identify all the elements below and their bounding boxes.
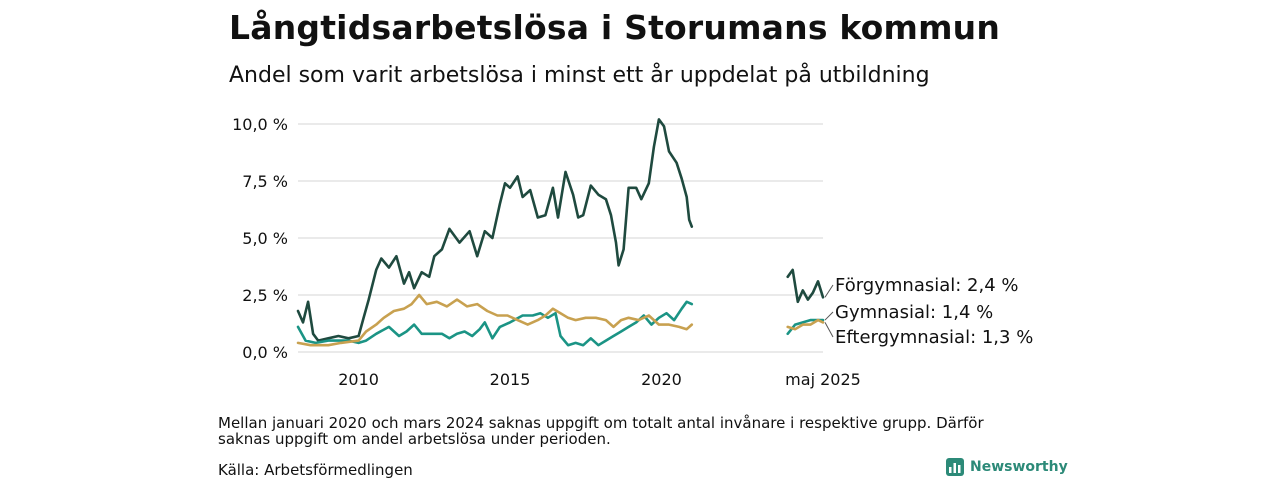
x-tick-label: 2020 <box>641 370 682 389</box>
chart-note: Mellan januari 2020 och mars 2024 saknas… <box>218 414 984 448</box>
end-label-1: Gymnasial: 1,4 % <box>835 302 993 323</box>
source-text: Källa: Arbetsförmedlingen <box>218 461 413 479</box>
series-line-0 <box>296 118 694 342</box>
y-tick-label: 5,0 % <box>242 229 288 248</box>
newsworthy-logo[interactable]: Newsworthy <box>946 458 1068 476</box>
series-line-1 <box>296 300 694 347</box>
x-tick-label: 2010 <box>338 370 379 389</box>
series-line-1 <box>786 318 825 336</box>
x-tick-label: maj 2025 <box>785 370 861 389</box>
chart-subtitle: Andel som varit arbetslösa i minst ett å… <box>229 63 930 88</box>
series-line-2 <box>786 318 825 331</box>
leader-line <box>824 322 834 338</box>
end-label-2: Eftergymnasial: 1,3 % <box>835 327 1033 348</box>
leader-line <box>824 284 834 298</box>
series-line-2 <box>296 293 694 347</box>
y-tick-label: 2,5 % <box>242 286 288 305</box>
series-line-0 <box>786 268 825 304</box>
y-tick-label: 7,5 % <box>242 172 288 191</box>
y-tick-label: 0,0 % <box>242 343 288 362</box>
bar-chart-icon <box>946 458 964 476</box>
logo-text: Newsworthy <box>970 459 1068 475</box>
x-tick-label: 2015 <box>490 370 531 389</box>
line-chart: 0,0 % 2,5 % 5,0 % 7,5 % 10,0 % 2010 2015 2020 ma… <box>232 115 1033 389</box>
end-label-0: Förgymnasial: 2,4 % <box>835 275 1019 296</box>
chart-title: Långtidsarbetslösa i Storumans kommun <box>229 8 1001 47</box>
leader-line <box>824 311 834 321</box>
y-tick-label: 10,0 % <box>232 115 288 134</box>
